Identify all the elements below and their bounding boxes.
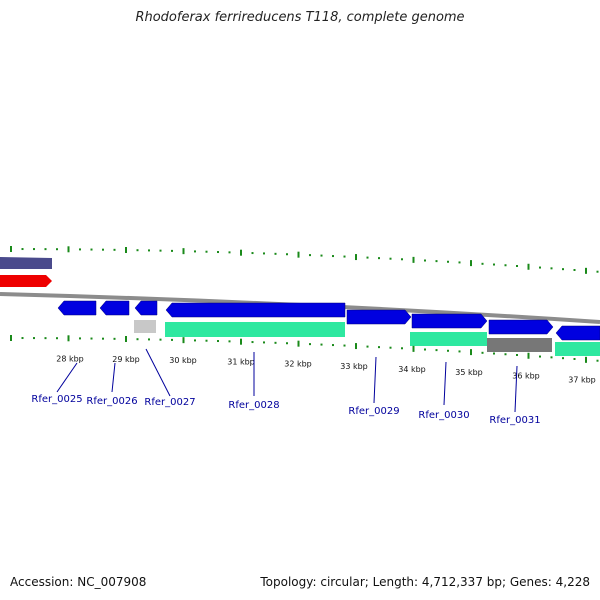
gene-labels: Rfer_0025 Rfer_0026 Rfer_0027 Rfer_0028 Rfer… [31,348,541,426]
gene-label[interactable]: Rfer_0025 [31,394,82,405]
scale-label: 28 kbp [56,354,84,363]
upper-tick-track [10,246,599,274]
gene-label-leader [111,362,116,393]
scale-label: 33 kbp [340,362,368,371]
gene-arrow [57,300,97,316]
gene-label[interactable]: Rfer_0026 [86,396,137,407]
cds-bar [410,332,487,346]
scale-label: 37 kbp [568,376,596,385]
purple-feature [0,257,52,269]
accession-text: Accession: NC_007908 [10,575,147,589]
scale-label: 31 kbp [227,358,255,367]
scale-label: 30 kbp [169,356,197,365]
scale-label: 34 kbp [398,365,426,374]
gene-arrow [99,300,130,316]
gene-arrow [346,309,412,325]
genome-summary-text: Topology: circular; Length: 4,712,337 bp… [260,575,590,589]
cds-bar [487,338,552,352]
gene-label[interactable]: Rfer_0027 [144,397,195,408]
cds-bar [555,342,600,356]
scale-label: 29 kbp [112,355,140,364]
gene-label-leader [373,356,377,404]
gene-arrow [134,300,158,316]
gene-label[interactable]: Rfer_0028 [228,400,279,411]
gene-label[interactable]: Rfer_0030 [418,410,469,421]
gene-label[interactable]: Rfer_0031 [489,415,540,426]
red-feature-arrow [0,275,52,287]
gene-label[interactable]: Rfer_0029 [348,406,399,417]
gene-arrow [165,302,346,318]
gene-label-leader [514,365,518,413]
cds-bar [165,322,345,337]
scale-label: 32 kbp [284,360,312,369]
scale-label: 36 kbp [512,372,540,381]
gene-arrow [555,325,600,341]
lower-tick-track [10,335,599,363]
scale-label: 35 kbp [455,368,483,377]
genome-title: Rhodoferax ferrireducens T118, complete … [135,10,465,25]
gene-label-leader [145,348,171,397]
gene-label-leader [56,362,78,393]
scale-labels: 28 kbp 29 kbp 30 kbp 31 kbp 32 kbp 33 kbp 34 k… [56,354,596,384]
gene-track [57,300,600,341]
gene-arrow [411,313,488,329]
gene-arrow [488,319,554,335]
cds-track [134,320,600,356]
gene-label-leader [443,361,447,406]
cds-bar [134,320,156,333]
